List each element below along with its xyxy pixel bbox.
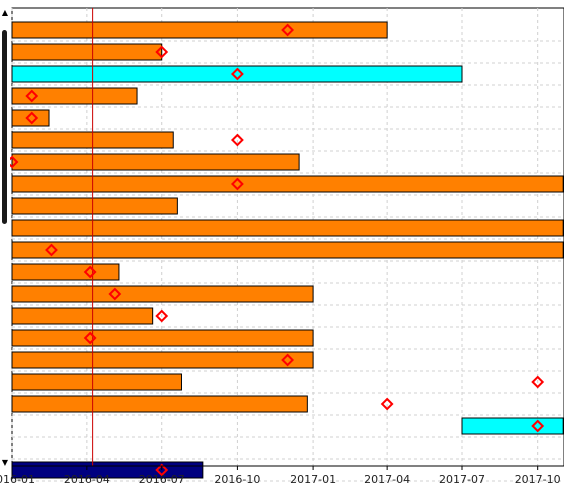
task-bar[interactable] xyxy=(11,307,154,325)
milestone-diamond-icon[interactable] xyxy=(230,133,244,147)
x-tick-label: 2016-01 xyxy=(0,473,35,486)
milestone-diamond-icon[interactable] xyxy=(155,45,169,59)
task-bar[interactable] xyxy=(11,65,463,83)
vertical-scrollbar[interactable]: ▲ ▼ xyxy=(0,8,10,468)
x-tick-label: 2017-07 xyxy=(439,473,485,486)
milestone-diamond-icon[interactable] xyxy=(45,243,58,257)
scroll-up-arrow-icon[interactable]: ▲ xyxy=(1,8,9,17)
milestone-diamond-icon[interactable] xyxy=(230,177,244,191)
task-bar[interactable] xyxy=(11,21,388,39)
scroll-thumb[interactable] xyxy=(2,30,7,224)
task-bar[interactable] xyxy=(11,329,314,347)
milestones xyxy=(5,23,545,477)
x-tick-label: 2017-10 xyxy=(515,473,561,486)
task-bar[interactable] xyxy=(11,219,564,237)
milestone-diamond-icon[interactable] xyxy=(83,331,97,345)
task-bar[interactable] xyxy=(11,109,50,127)
task-bar[interactable] xyxy=(11,87,138,105)
task-bar[interactable] xyxy=(11,263,120,281)
milestone-diamond-icon[interactable] xyxy=(155,309,169,323)
milestone-diamond-icon[interactable] xyxy=(531,375,545,389)
task-bar[interactable] xyxy=(11,395,308,413)
x-axis: 2016-01 2016-04 2016-07 2016-10 2017-01 2017-… xyxy=(0,465,564,486)
milestone-diamond-icon[interactable] xyxy=(108,287,122,301)
x-tick-label: 2017-01 xyxy=(290,473,336,486)
task-bar[interactable] xyxy=(11,373,182,391)
task-bar[interactable] xyxy=(461,417,564,435)
task-bar[interactable] xyxy=(11,285,314,303)
milestone-diamond-icon[interactable] xyxy=(230,67,244,81)
x-tick-label: 2016-10 xyxy=(214,473,260,486)
x-tick-label: 2016-07 xyxy=(139,473,185,486)
task-bar[interactable] xyxy=(11,43,163,61)
milestone-diamond-icon[interactable] xyxy=(155,463,169,477)
task-bar[interactable] xyxy=(11,153,300,171)
x-tick-label: 2016-04 xyxy=(64,473,110,486)
milestone-diamond-icon[interactable] xyxy=(25,111,39,125)
task-bar[interactable] xyxy=(11,197,178,215)
milestone-diamond-icon[interactable] xyxy=(83,265,97,279)
milestone-diamond-icon[interactable] xyxy=(281,353,295,367)
bars xyxy=(11,21,564,479)
milestone-diamond-icon[interactable] xyxy=(380,397,394,411)
task-bar[interactable] xyxy=(11,351,314,369)
scroll-down-arrow-icon[interactable]: ▼ xyxy=(1,458,9,467)
task-bar[interactable] xyxy=(11,175,564,193)
milestone-diamond-icon[interactable] xyxy=(281,23,295,37)
milestone-diamond-icon[interactable] xyxy=(531,419,545,433)
x-tick-label: 2017-04 xyxy=(364,473,410,486)
milestone-diamond-icon[interactable] xyxy=(25,89,39,103)
task-bar[interactable] xyxy=(11,241,564,259)
